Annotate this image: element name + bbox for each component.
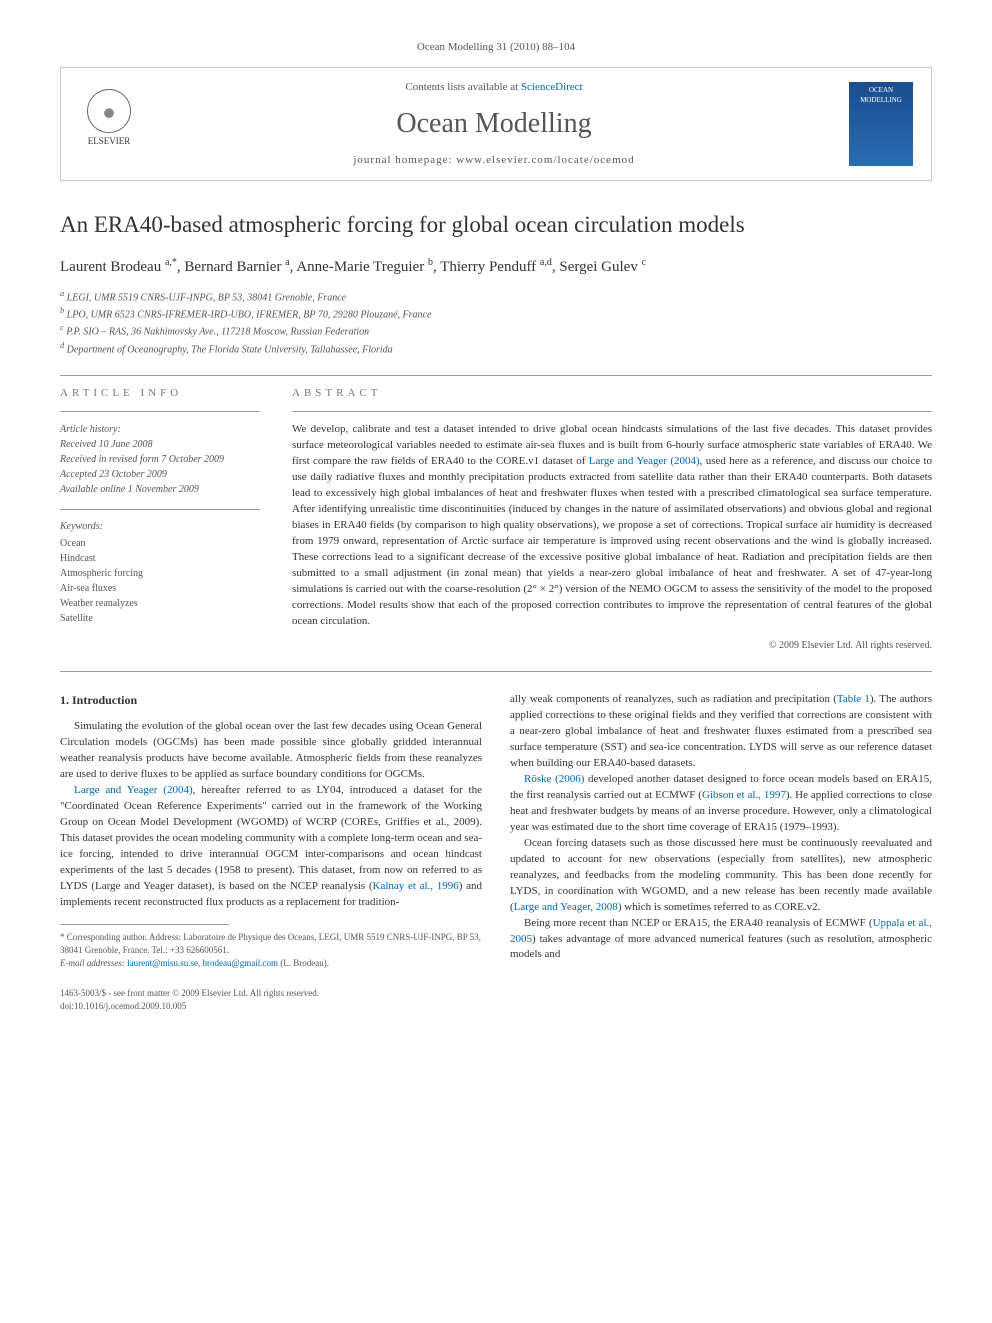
journal-title: Ocean Modelling <box>139 104 849 143</box>
history-label: Article history: <box>60 422 260 437</box>
right-column: ally weak components of reanalyzes, such… <box>510 692 932 969</box>
keyword: Atmospheric forcing <box>60 566 260 581</box>
intro-p4: Ocean forcing datasets such as those dis… <box>510 836 932 916</box>
divider <box>292 411 932 412</box>
elsevier-logo: ELSEVIER <box>79 89 139 159</box>
sciencedirect-link[interactable]: ScienceDirect <box>521 81 583 93</box>
intro-p3: Röske (2006) developed another dataset d… <box>510 772 932 836</box>
footnote-star-line: * Corresponding author. Address: Laborat… <box>60 931 482 956</box>
keywords-label: Keywords: <box>60 520 260 534</box>
history-line: Available online 1 November 2009 <box>60 482 260 497</box>
footnote-email-line: E-mail addresses: laurent@misu.su.se, br… <box>60 957 482 970</box>
abstract-header: ABSTRACT <box>292 386 932 401</box>
intro-p1: Simulating the evolution of the global o… <box>60 719 482 783</box>
cover-label: OCEAN MODELLING <box>860 86 902 104</box>
homepage-prefix: journal homepage: <box>353 154 456 166</box>
contents-available-line: Contents lists available at ScienceDirec… <box>139 80 849 95</box>
citation-link[interactable]: Large and Yeager, 2008 <box>514 901 618 913</box>
citation-link[interactable]: Kalnay et al., 1996 <box>373 880 459 892</box>
page-footer: 1463-5003/$ - see front matter © 2009 El… <box>60 987 932 1012</box>
article-info-header: ARTICLE INFO <box>60 386 260 401</box>
header-center: Contents lists available at ScienceDirec… <box>139 80 849 168</box>
citation-link[interactable]: Röske (2006) <box>524 773 584 785</box>
contents-prefix: Contents lists available at <box>405 81 520 93</box>
footnote-separator <box>60 924 229 925</box>
divider <box>60 411 260 412</box>
publisher-name: ELSEVIER <box>88 135 131 148</box>
journal-cover-thumbnail: OCEAN MODELLING <box>849 82 913 166</box>
author-email-link[interactable]: laurent@misu.su.se, brodeau@gmail.com <box>127 958 278 968</box>
abstract-text: We develop, calibrate and test a dataset… <box>292 422 932 629</box>
keywords-list: OceanHindcastAtmospheric forcingAir-sea … <box>60 536 260 626</box>
front-matter-line: 1463-5003/$ - see front matter © 2009 El… <box>60 987 932 1000</box>
doi-line: doi:10.1016/j.ocemod.2009.10.005 <box>60 1000 932 1013</box>
citation-link[interactable]: Uppala et al., 2005 <box>510 917 932 945</box>
history-line: Received in revised form 7 October 2009 <box>60 452 260 467</box>
author-list: Laurent Brodeau a,*, Bernard Barnier a, … <box>60 256 932 278</box>
divider <box>60 671 932 672</box>
homepage-url: www.elsevier.com/locate/ocemod <box>456 154 634 166</box>
abstract-column: ABSTRACT We develop, calibrate and test … <box>292 386 932 654</box>
article-info-column: ARTICLE INFO Article history: Received 1… <box>60 386 260 654</box>
affiliations-block: a LEGI, UMR 5519 CNRS-UJF-INPG, BP 53, 3… <box>60 288 932 357</box>
body-two-column: 1. Introduction Simulating the evolution… <box>60 692 932 969</box>
corresponding-author-footnote: * Corresponding author. Address: Laborat… <box>60 931 482 969</box>
journal-header-box: ELSEVIER Contents lists available at Sci… <box>60 67 932 181</box>
keyword: Air-sea fluxes <box>60 581 260 596</box>
intro-p5: Being more recent than NCEP or ERA15, th… <box>510 916 932 964</box>
left-column: 1. Introduction Simulating the evolution… <box>60 692 482 969</box>
email-suffix: (L. Brodeau). <box>278 958 329 968</box>
header-top-row: ELSEVIER Contents lists available at Sci… <box>79 80 913 168</box>
section-1-heading: 1. Introduction <box>60 692 482 709</box>
divider <box>60 509 260 510</box>
intro-p2: Large and Yeager (2004), hereafter refer… <box>60 783 482 911</box>
keyword: Satellite <box>60 611 260 626</box>
keyword: Hindcast <box>60 551 260 566</box>
divider <box>60 375 932 376</box>
article-title: An ERA40-based atmospheric forcing for g… <box>60 209 932 241</box>
citation-link[interactable]: Table 1 <box>837 693 870 705</box>
history-line: Accepted 23 October 2009 <box>60 467 260 482</box>
citation-link[interactable]: Large and Yeager (2004) <box>74 784 193 796</box>
homepage-line: journal homepage: www.elsevier.com/locat… <box>139 153 849 168</box>
history-line: Received 10 June 2008 <box>60 437 260 452</box>
citation-link[interactable]: Gibson et al., 1997 <box>702 789 786 801</box>
keyword: Ocean <box>60 536 260 551</box>
email-label: E-mail addresses: <box>60 958 127 968</box>
elsevier-tree-icon <box>87 89 131 133</box>
copyright-line: © 2009 Elsevier Ltd. All rights reserved… <box>292 639 932 653</box>
keyword: Weather reanalyzes <box>60 596 260 611</box>
citation-line: Ocean Modelling 31 (2010) 88–104 <box>60 40 932 55</box>
info-abstract-row: ARTICLE INFO Article history: Received 1… <box>60 386 932 654</box>
citation-link[interactable]: Large and Yeager (2004) <box>589 455 700 467</box>
intro-p1-cont: ally weak components of reanalyzes, such… <box>510 692 932 772</box>
article-history: Article history: Received 10 June 2008Re… <box>60 422 260 497</box>
